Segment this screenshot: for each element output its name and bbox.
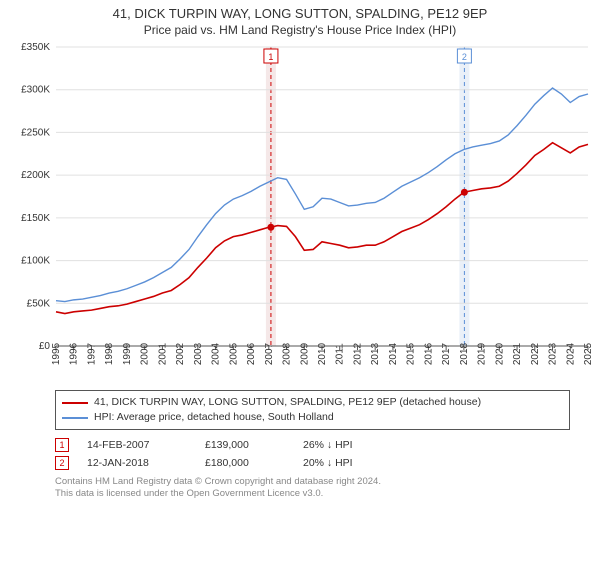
chart-title: 41, DICK TURPIN WAY, LONG SUTTON, SPALDI… <box>0 6 600 21</box>
sales-price: £139,000 <box>205 436 285 454</box>
line-chart-svg: 12£0£50K£100K£150K£200K£250K£300K£350K19… <box>0 39 600 384</box>
legend-row: HPI: Average price, detached house, Sout… <box>62 410 563 425</box>
y-tick-label: £50K <box>27 298 51 309</box>
sales-diff: 20% ↓ HPI <box>303 454 393 472</box>
sale-dot <box>461 189 468 196</box>
y-tick-label: £100K <box>21 256 50 267</box>
chart-subtitle: Price paid vs. HM Land Registry's House … <box>0 23 600 37</box>
legend-swatch <box>62 402 88 404</box>
sales-row: 2 12-JAN-2018 £180,000 20% ↓ HPI <box>55 454 570 472</box>
sale-marker-num: 1 <box>268 52 273 62</box>
chart-area: 12£0£50K£100K£150K£200K£250K£300K£350K19… <box>0 39 600 384</box>
legend-label: 41, DICK TURPIN WAY, LONG SUTTON, SPALDI… <box>94 395 481 410</box>
sales-date: 12-JAN-2018 <box>87 454 187 472</box>
y-tick-label: £350K <box>21 42 50 53</box>
footer-line: Contains HM Land Registry data © Crown c… <box>55 476 570 488</box>
sales-diff: 26% ↓ HPI <box>303 436 393 454</box>
sales-date: 14-FEB-2007 <box>87 436 187 454</box>
y-tick-label: £150K <box>21 213 50 224</box>
footer-attribution: Contains HM Land Registry data © Crown c… <box>55 476 570 500</box>
sales-row: 1 14-FEB-2007 £139,000 26% ↓ HPI <box>55 436 570 454</box>
legend: 41, DICK TURPIN WAY, LONG SUTTON, SPALDI… <box>55 390 570 430</box>
sale-dot <box>267 224 274 231</box>
sales-price: £180,000 <box>205 454 285 472</box>
legend-label: HPI: Average price, detached house, Sout… <box>94 410 334 425</box>
y-tick-label: £300K <box>21 85 50 96</box>
y-tick-label: £200K <box>21 170 50 181</box>
legend-row: 41, DICK TURPIN WAY, LONG SUTTON, SPALDI… <box>62 395 563 410</box>
sales-marker-box: 1 <box>55 438 69 452</box>
sales-table: 1 14-FEB-2007 £139,000 26% ↓ HPI 2 12-JAN-201… <box>55 436 570 472</box>
y-tick-label: £250K <box>21 127 50 138</box>
footer-line: This data is licensed under the Open Gov… <box>55 488 570 500</box>
sales-marker-box: 2 <box>55 456 69 470</box>
y-tick-label: £0 <box>39 341 51 352</box>
sale-marker-num: 2 <box>462 52 467 62</box>
legend-swatch <box>62 417 88 419</box>
